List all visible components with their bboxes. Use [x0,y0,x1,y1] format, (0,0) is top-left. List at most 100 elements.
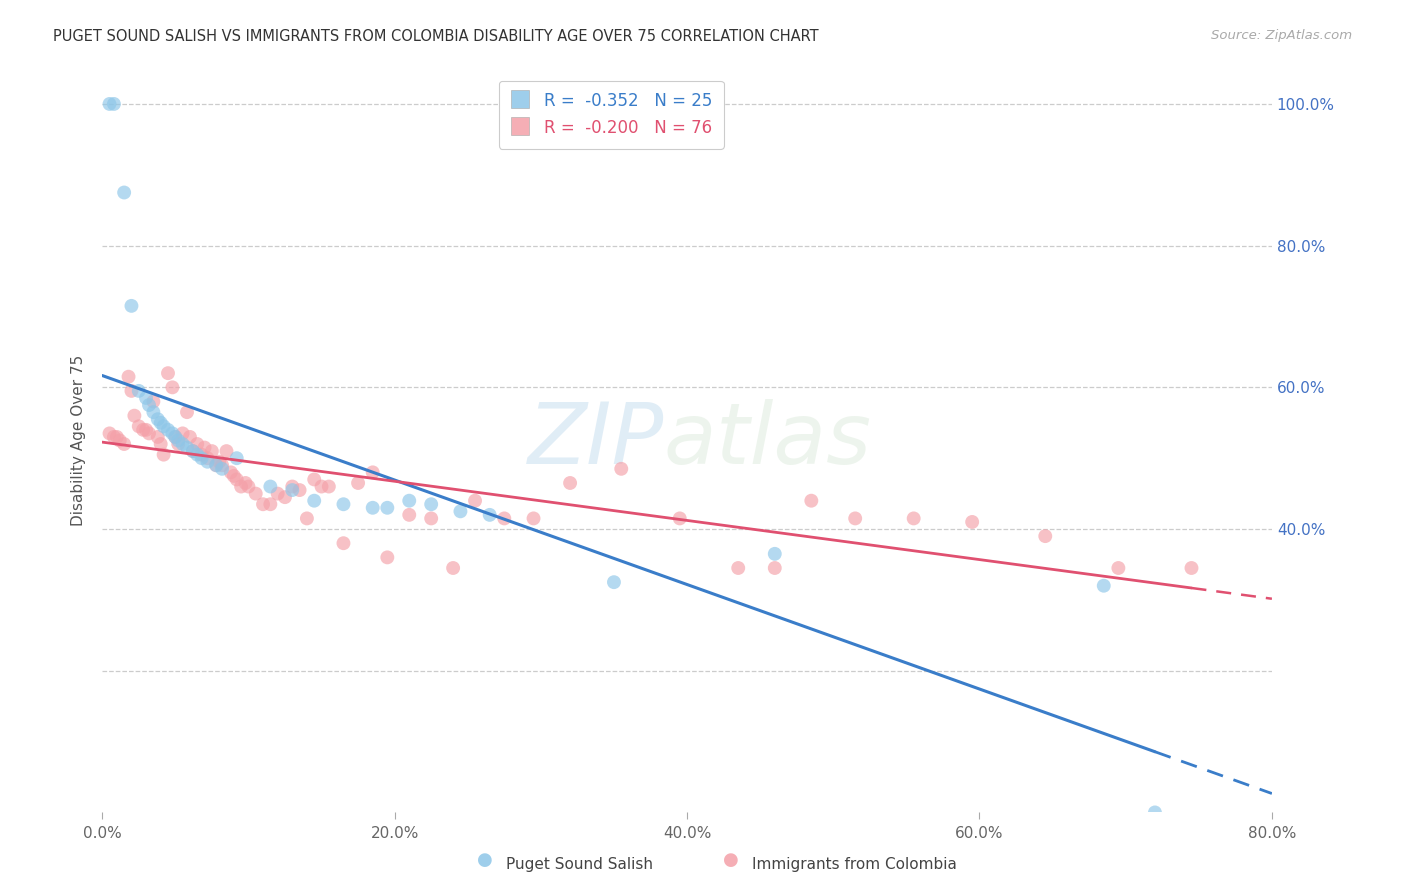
Point [98,97,121,112]
Point [288,483,311,497]
Point [215,444,238,458]
Point [193,441,215,455]
Point [117,369,139,384]
Point [112,186,135,200]
Point [132,423,155,437]
Point [1180,561,1202,575]
Point [1143,805,1166,820]
Point [176,405,198,419]
Point [176,441,198,455]
Point [103,430,125,444]
Point [162,380,184,394]
Point [172,426,194,441]
Point [135,391,157,405]
Point [149,437,172,451]
Text: ●: ● [723,851,740,869]
Point [800,493,823,508]
Text: ZIP: ZIP [527,399,664,482]
Point [146,430,169,444]
Point [1033,529,1056,543]
Point [494,511,516,525]
Point [266,486,288,500]
Point [197,455,219,469]
Point [98,426,121,441]
Point [156,423,179,437]
Point [347,475,370,490]
Point [668,511,690,525]
Point [318,479,340,493]
Point [156,366,179,380]
Point [361,500,384,515]
Text: ●: ● [477,851,494,869]
Point [162,426,184,441]
Point [222,469,245,483]
Point [128,419,150,434]
Point [211,458,233,473]
Point [1107,561,1129,575]
Point [190,451,212,466]
Point [295,511,318,525]
Point [763,561,786,575]
Point [105,430,128,444]
Point [727,561,749,575]
Text: Puget Sound Salish: Puget Sound Salish [506,857,654,872]
Point [225,451,247,466]
Point [302,493,325,508]
Legend: R =  -0.352   N = 25, R =  -0.200   N = 76: R = -0.352 N = 25, R = -0.200 N = 76 [499,80,724,149]
Point [464,493,486,508]
Point [235,475,257,490]
Point [302,472,325,486]
Point [205,458,228,473]
Point [398,508,420,522]
Point [124,409,146,423]
Point [138,426,160,441]
Point [146,412,169,426]
Point [181,444,204,458]
Point [420,497,443,511]
Point [332,497,354,511]
Point [186,437,208,451]
Point [449,504,471,518]
Point [205,458,228,473]
Point [281,483,304,497]
Point [120,299,142,313]
Point [128,384,150,398]
Point [522,511,544,525]
Point [165,430,187,444]
Point [142,394,165,409]
Point [375,550,398,565]
Text: PUGET SOUND SALISH VS IMMIGRANTS FROM COLOMBIA DISABILITY AGE OVER 75 CORRELATIO: PUGET SOUND SALISH VS IMMIGRANTS FROM CO… [53,29,820,44]
Text: atlas: atlas [664,399,872,482]
Point [167,437,190,451]
Point [229,479,252,493]
Point [138,398,160,412]
Point [142,405,165,419]
Point [281,479,304,493]
Point [181,444,204,458]
Point [165,430,187,444]
Point [311,479,333,493]
Point [186,448,208,462]
Point [478,508,501,522]
Point [252,497,274,511]
Point [152,448,174,462]
Point [179,430,201,444]
Point [211,462,233,476]
Point [375,500,398,515]
Point [108,434,131,448]
Point [441,561,464,575]
Point [112,437,135,451]
Y-axis label: Disability Age Over 75: Disability Age Over 75 [72,355,86,526]
Point [152,419,174,434]
Point [558,475,581,490]
Point [190,448,212,462]
Point [135,423,157,437]
Point [208,455,231,469]
Point [274,490,297,504]
Point [960,515,983,529]
Point [603,575,626,590]
Point [172,437,194,451]
Text: Immigrants from Colombia: Immigrants from Colombia [752,857,957,872]
Point [238,479,260,493]
Text: Source: ZipAtlas.com: Source: ZipAtlas.com [1212,29,1353,42]
